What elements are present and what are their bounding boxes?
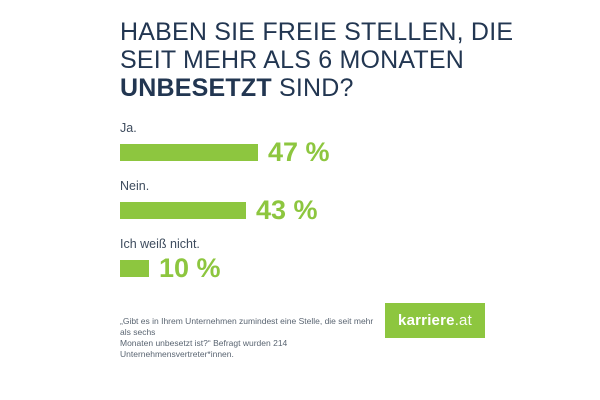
footnote-line-1: „Gibt es in Ihrem Unternehmen zumindest … bbox=[120, 316, 374, 337]
bar-weiss-nicht bbox=[120, 260, 149, 277]
title-line-1: HABEN SIE FREIE STELLEN, DIE bbox=[120, 18, 514, 46]
bar-group-weiss-nicht: Ich weiß nicht. 10 % bbox=[120, 236, 540, 282]
title-line-3-rest: SIND? bbox=[271, 74, 354, 102]
title-line-2: SEIT MEHR ALS 6 MONATEN bbox=[120, 46, 465, 74]
bar-label-ja: Ja. bbox=[120, 121, 137, 135]
bar-label-weiss-nicht: Ich weiß nicht. bbox=[120, 237, 200, 251]
karriere-at-logo: karriere .at bbox=[385, 303, 485, 338]
bar-group-nein: Nein. 43 % bbox=[120, 178, 540, 224]
bar-nein bbox=[120, 202, 246, 219]
bar-value-ja: 47 % bbox=[268, 137, 330, 167]
source-footnote: „Gibt es in Ihrem Unternehmen zumindest … bbox=[120, 316, 382, 360]
bar-row-ja: 47 % bbox=[120, 139, 540, 166]
bar-value-weiss-nicht: 10 % bbox=[159, 253, 221, 283]
logo-brand-text: karriere bbox=[398, 312, 455, 329]
bar-ja bbox=[120, 144, 258, 161]
title-line-3-bold: UNBESETZT bbox=[120, 74, 272, 102]
bar-row-weiss-nicht: 10 % bbox=[120, 255, 540, 282]
footnote-line-2: Monaten unbesetzt ist?“ Befragt wurden 2… bbox=[120, 338, 288, 359]
bar-chart: Ja. 47 % Nein. 43 % Ich weiß nicht. 10 % bbox=[120, 120, 540, 294]
bar-row-nein: 43 % bbox=[120, 197, 540, 224]
chart-title: HABEN SIE FREIE STELLEN, DIE SEIT MEHR A… bbox=[120, 18, 520, 102]
bar-label-nein: Nein. bbox=[120, 179, 150, 193]
bar-value-nein: 43 % bbox=[256, 195, 318, 225]
bar-group-ja: Ja. 47 % bbox=[120, 120, 540, 166]
logo-tld-text: .at bbox=[454, 312, 472, 329]
